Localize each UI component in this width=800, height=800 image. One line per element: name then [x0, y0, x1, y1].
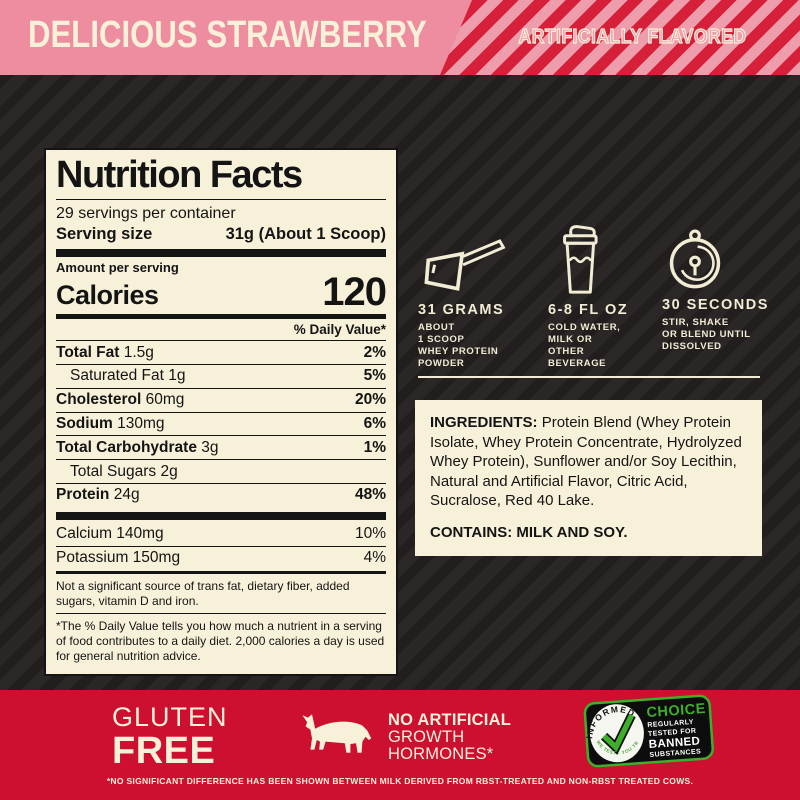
ingredients-box: INGREDIENTS: Protein Blend (Whey Protein…: [415, 400, 762, 556]
svg-text:SUBSTANCES: SUBSTANCES: [649, 748, 701, 759]
artificially-flavored-text: ARTIFICIALLY FLAVORED: [518, 25, 747, 48]
nutrition-facts-title: Nutrition Facts: [56, 154, 303, 196]
nutrient-row-carbohydrate: Total Carbohydrate 3g 1%: [56, 435, 386, 459]
rbst-disclaimer: *NO SIGNIFICANT DIFFERENCE HAS BEEN SHOW…: [106, 776, 694, 786]
gluten-free-claim: GLUTEN FREE: [112, 702, 228, 772]
servings-per-container: 29 servings per container: [56, 204, 236, 222]
amount-per-serving-label: Amount per serving: [56, 260, 179, 276]
thick-divider: [56, 511, 386, 520]
calories-value: 120: [322, 270, 387, 315]
divider: [56, 198, 386, 200]
daily-value-header: % Daily Value*: [293, 322, 386, 338]
shaker-icon: [563, 225, 598, 294]
nutrient-row-protein: Protein 24g 48%: [56, 482, 386, 507]
informed-choice-badge: INFORMED WE TEST - YOU TRUST CHOICE REGU…: [580, 694, 716, 774]
serving-size-value: 31g (About 1 Scoop): [225, 225, 386, 244]
flavor-banner: DELICIOUS STRAWBERRY ARTIFICIALLY FLAVOR…: [0, 0, 800, 75]
svg-text:TESTED FOR: TESTED FOR: [648, 728, 697, 738]
serving-size-label: Serving size: [56, 225, 153, 244]
scoop-icon: [424, 239, 506, 291]
nutrient-row-cholesterol: Cholesterol 60mg 20%: [56, 387, 386, 412]
nutrition-facts-panel: Nutrition Facts 29 servings per containe…: [44, 148, 398, 677]
timer-icon: [669, 229, 721, 289]
allergen-statement: CONTAINS: MILK AND SOY.: [430, 523, 628, 541]
thick-divider: [56, 249, 386, 258]
nutrient-row-sodium: Sodium 130mg 6%: [56, 411, 386, 436]
svg-text:REGULARLY: REGULARLY: [647, 719, 694, 729]
direction-amount: 31 GRAMS: [418, 302, 505, 318]
direction-scoop: 31 GRAMS ABOUT 1 SCOOP WHEY PROTEIN POWD…: [418, 230, 510, 369]
nutrient-row-total-fat: Total Fat 1.5g 2%: [56, 340, 386, 364]
artificially-flavored-note: ARTIFICIALLY FLAVORED: [466, 0, 800, 75]
daily-value-footnote: *The % Daily Value tells you how much a …: [56, 619, 385, 664]
calories-row: Calories 120: [56, 270, 387, 315]
direction-amount: 30 SECONDS: [662, 297, 769, 313]
diagonal-stripes-decoration: [440, 0, 800, 75]
nutrient-row-saturated-fat: Saturated Fat 1g 5%: [56, 363, 386, 388]
flavor-name: DELICIOUS STRAWBERRY: [28, 14, 427, 56]
divider: [56, 571, 386, 575]
footer-banner: GLUTEN FREE NO ARTIFICIAL GROWTH HORMONE…: [0, 690, 800, 800]
direction-amount: 6-8 FL OZ: [548, 302, 629, 318]
nutrient-row-potassium: Potassium 150mg 4%: [56, 545, 386, 570]
ingredients-text: INGREDIENTS: Protein Blend (Whey Protein…: [430, 414, 742, 509]
direction-time: 30 SECONDS STIR, SHAKE OR BLEND UNTIL DI…: [662, 225, 769, 352]
nutrient-row-total-sugars: Total Sugars 2g: [56, 459, 386, 483]
calories-label: Calories: [56, 280, 159, 311]
nutrient-row-calcium: Calcium 140mg 10%: [56, 525, 386, 543]
medium-divider: [56, 314, 386, 320]
label-body: Nutrition Facts 29 servings per containe…: [0, 75, 800, 690]
no-hormones-claim: NO ARTIFICIAL GROWTH HORMONES*: [388, 711, 511, 763]
insignificant-source-note: Not a significant source of trans fat, d…: [56, 574, 386, 615]
svg-text:BANNED: BANNED: [648, 735, 700, 751]
direction-liquid: 6-8 FL OZ COLD WATER, MILK OR OTHER BEVE…: [548, 222, 628, 369]
cow-icon: [300, 706, 380, 763]
badge-choice-text: CHOICE: [646, 701, 706, 721]
divider: [418, 376, 760, 378]
serving-size-row: Serving size 31g (About 1 Scoop): [56, 225, 386, 244]
